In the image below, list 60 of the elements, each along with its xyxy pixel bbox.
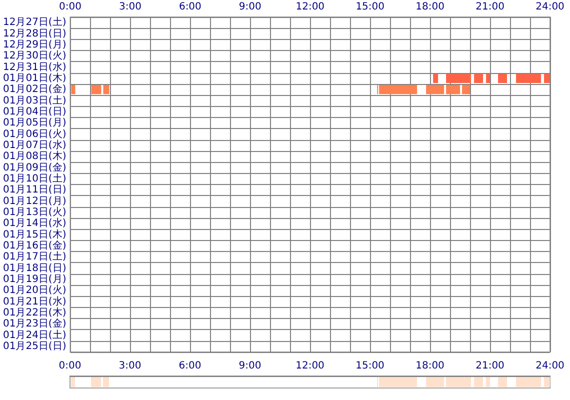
x-tick-label: 18:00 xyxy=(416,360,444,372)
x-tick-label: 24:00 xyxy=(536,2,564,12)
bar xyxy=(486,377,490,387)
y-tick-label: 01月17日(土) xyxy=(2,250,66,263)
x-tick-label: 9:00 xyxy=(238,2,262,12)
y-tick-label: 01月08日(木) xyxy=(2,150,66,162)
y-tick-label: 01月06日(火) xyxy=(2,128,66,140)
x-tick-label: 3:00 xyxy=(118,360,142,372)
x-tick-label: 0:00 xyxy=(58,360,82,372)
y-tick-label: 01月11日(日) xyxy=(2,184,66,196)
x-tick-label: 6:00 xyxy=(178,360,202,372)
y-tick-label: 01月24日(土) xyxy=(2,328,66,341)
x-tick-label: 12:00 xyxy=(296,360,324,372)
y-tick-label: 01月04日(日) xyxy=(2,106,66,118)
y-tick-label: 01月07日(水) xyxy=(2,138,66,151)
y-tick-label: 01月03日(土) xyxy=(2,94,66,106)
y-tick-label: 12月30日(火) xyxy=(2,50,66,62)
bar xyxy=(446,377,471,387)
y-tick-label: 12月31日(水) xyxy=(2,60,66,73)
y-tick-label: 01月01日(木) xyxy=(2,72,66,84)
y-tick-label: 01月23日(金) xyxy=(2,318,66,330)
x-tick-label: 21:00 xyxy=(476,2,504,12)
y-tick-label: 01月02日(金) xyxy=(2,83,66,96)
x-tick-label: 9:00 xyxy=(238,360,262,372)
bar xyxy=(379,377,417,387)
bar xyxy=(462,85,470,94)
x-tick-label: 3:00 xyxy=(118,2,142,12)
bar xyxy=(103,377,109,387)
bar xyxy=(516,377,541,387)
y-tick-label: 01月22日(木) xyxy=(2,306,66,318)
bar xyxy=(426,377,444,387)
y-tick-label: 01月19日(月) xyxy=(2,274,66,285)
x-tick-label: 6:00 xyxy=(178,2,202,12)
y-tick-label: 01月18日(日) xyxy=(2,262,66,274)
y-tick-label: 01月25日(日) xyxy=(2,340,66,352)
x-tick-label: 18:00 xyxy=(416,2,444,12)
bar xyxy=(91,377,101,387)
y-tick-label: 01月20日(火) xyxy=(2,284,66,296)
y-tick-label: 01月16日(金) xyxy=(2,239,66,252)
x-tick-label: 24:00 xyxy=(536,360,564,372)
bar xyxy=(498,377,507,387)
y-tick-label: 01月12日(月) xyxy=(2,196,66,207)
x-tick-label: 12:00 xyxy=(296,2,325,12)
bar xyxy=(71,377,75,387)
y-tick-label: 12月28日(日) xyxy=(2,28,66,40)
bar xyxy=(474,377,483,387)
y-tick-label: 01月10日(土) xyxy=(2,172,66,184)
x-tick-label: 21:00 xyxy=(476,360,504,372)
x-tick-label: 15:00 xyxy=(356,2,385,12)
y-tick-label: 12月27日(土) xyxy=(2,16,66,28)
y-tick-label: 01月15日(木) xyxy=(2,228,66,240)
x-tick-label: 15:00 xyxy=(356,360,384,372)
y-tick-label: 12月29日(月) xyxy=(2,39,66,50)
y-tick-label: 01月05日(月) xyxy=(2,118,66,129)
x-tick-label: 0:00 xyxy=(59,2,82,12)
y-tick-label: 01月09日(金) xyxy=(2,161,66,174)
bar xyxy=(544,377,550,387)
y-tick-label: 01月13日(火) xyxy=(2,206,66,218)
y-tick-label: 01月14日(水) xyxy=(2,217,66,230)
y-tick-label: 01月21日(水) xyxy=(2,295,66,308)
